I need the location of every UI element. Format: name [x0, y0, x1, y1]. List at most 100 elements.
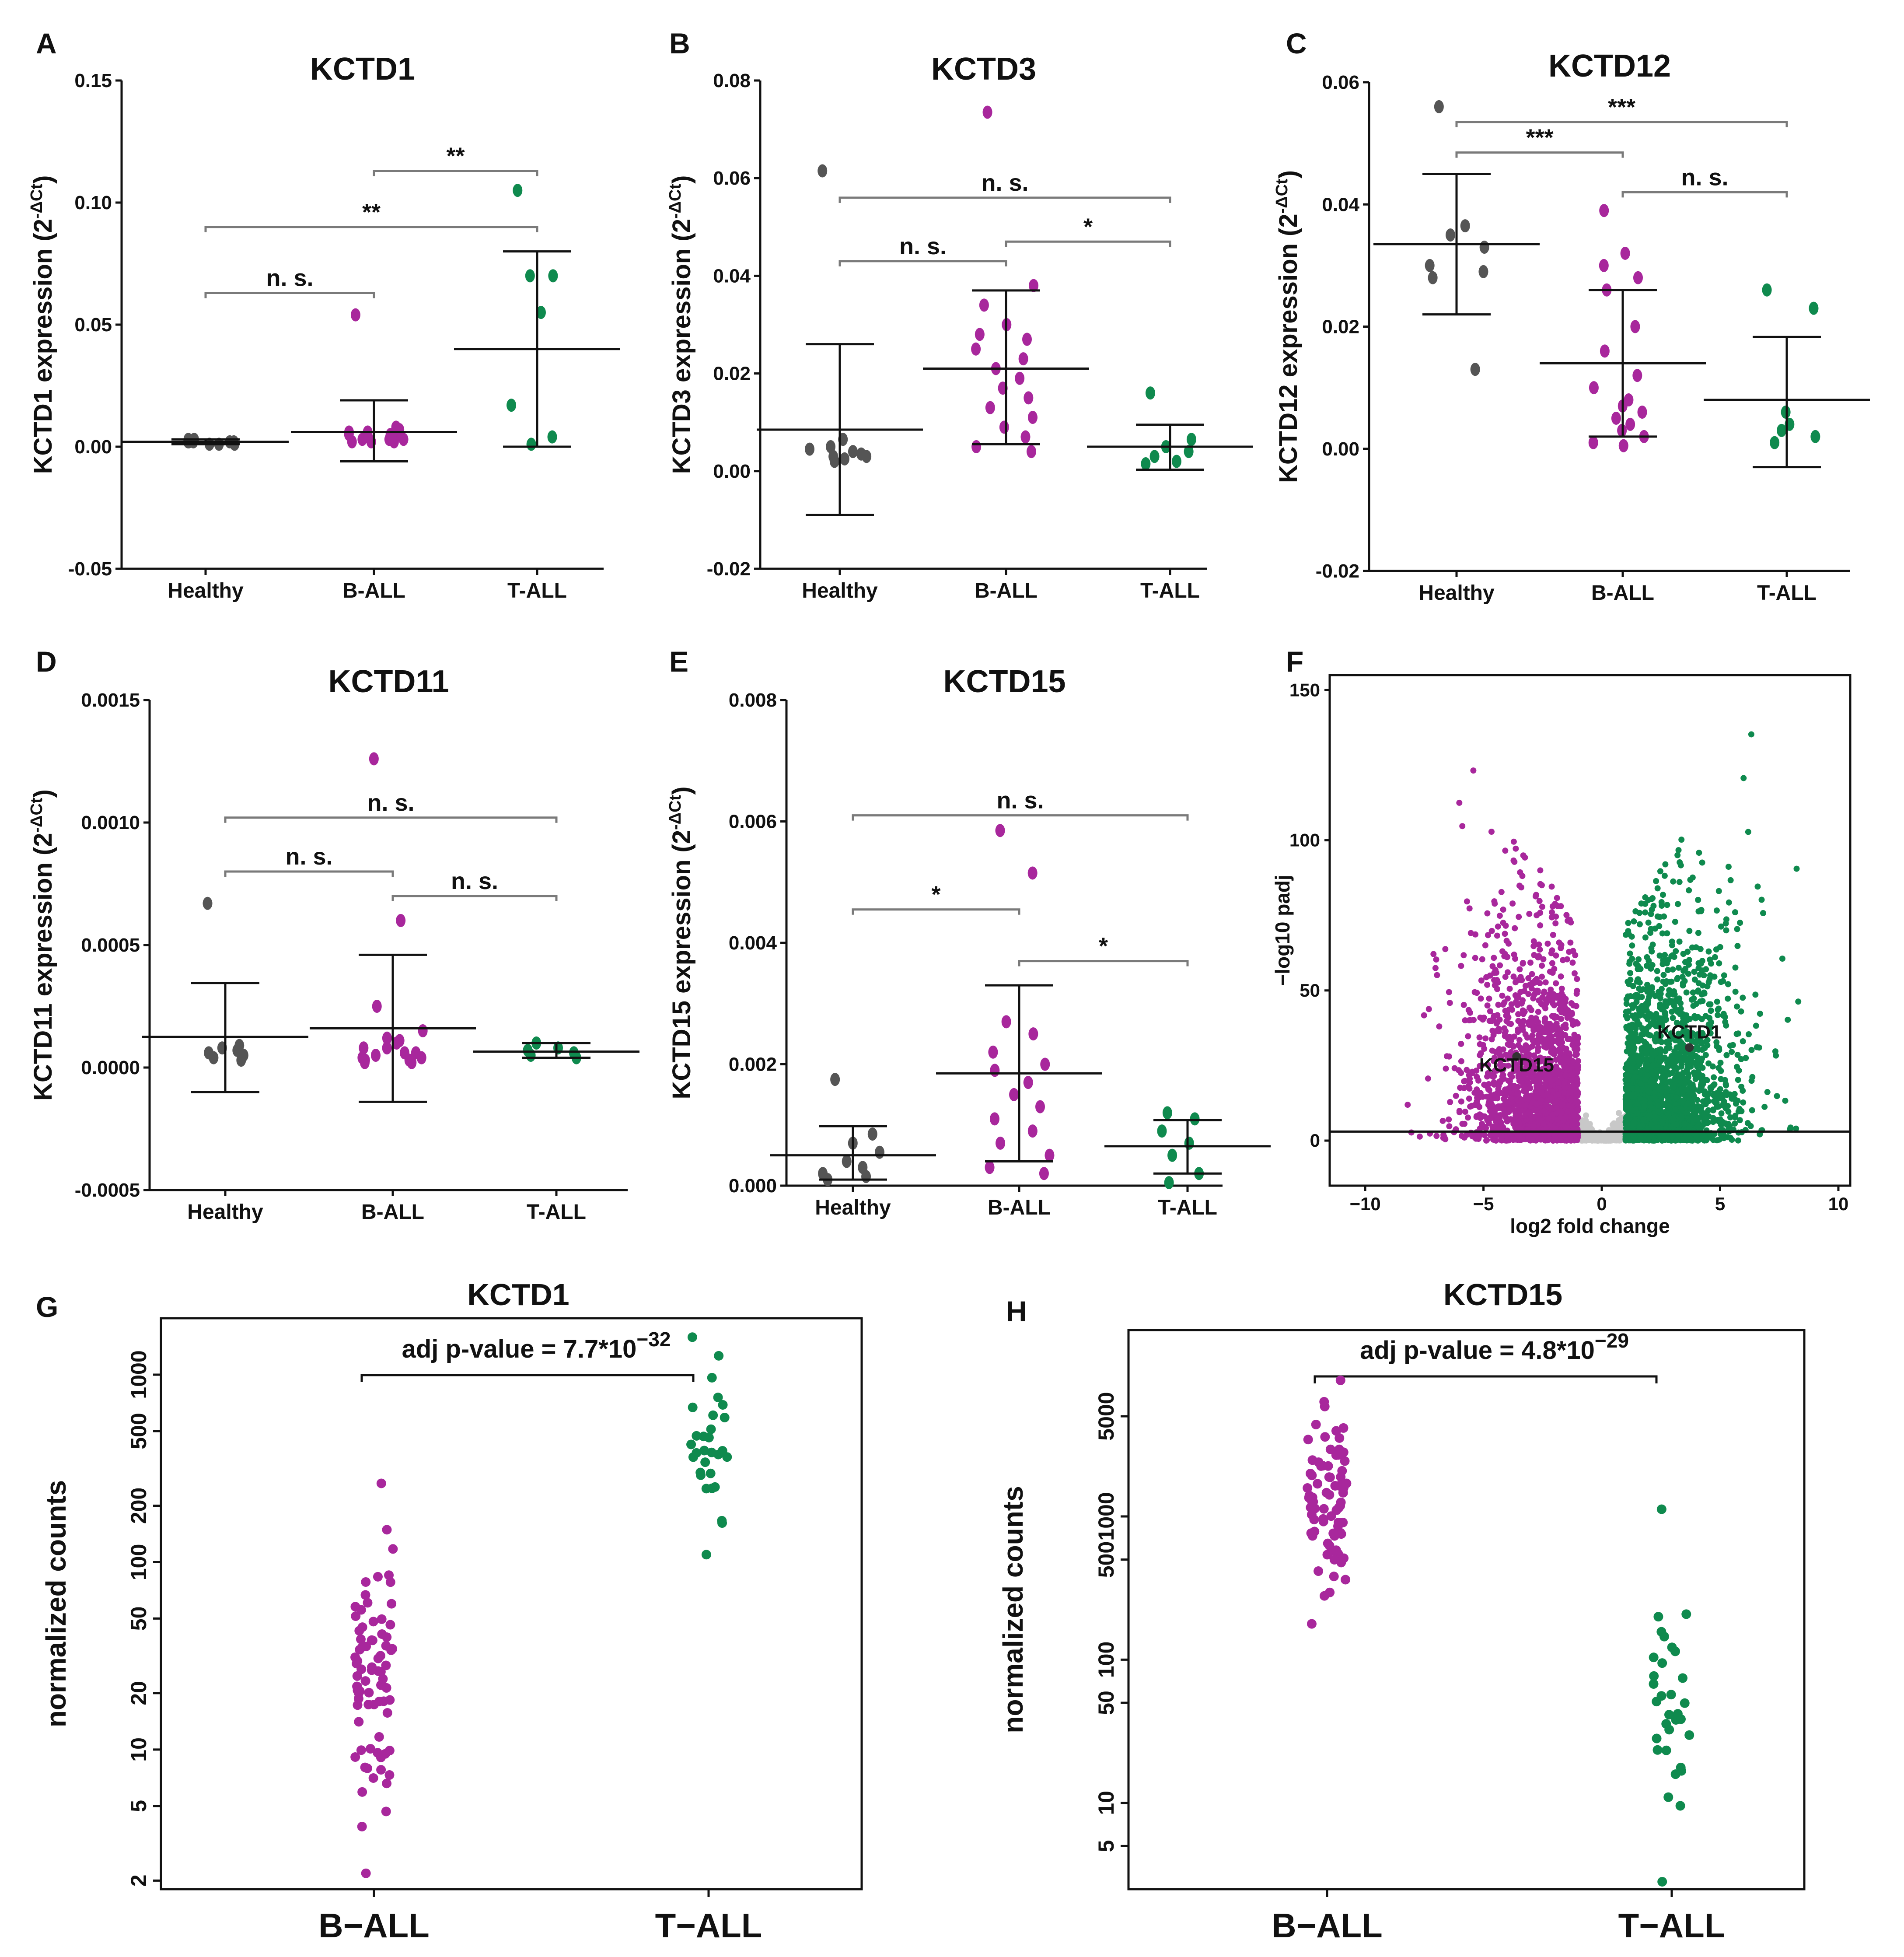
- downregulated-gene: [1530, 943, 1537, 949]
- downregulated-gene: [1510, 838, 1517, 845]
- downregulated-gene: [1491, 1079, 1497, 1085]
- downregulated-gene: [1516, 1103, 1523, 1109]
- plot-background: [1330, 675, 1850, 1186]
- downregulated-gene: [1526, 1096, 1532, 1103]
- upregulated-gene: [1657, 868, 1663, 875]
- data-point: [1630, 320, 1640, 333]
- downregulated-gene: [1468, 1103, 1475, 1109]
- nonsignificant-gene: [1587, 1135, 1593, 1141]
- downregulated-gene: [1512, 979, 1519, 986]
- x-tick-label: Healthy: [1418, 581, 1495, 605]
- downregulated-gene: [1470, 767, 1477, 774]
- upregulated-gene: [1779, 956, 1785, 962]
- downregulated-gene: [1489, 1047, 1495, 1054]
- data-point: [382, 1041, 392, 1055]
- upregulated-gene: [1665, 992, 1672, 998]
- data-point: [1810, 430, 1820, 443]
- upregulated-gene: [1774, 1093, 1780, 1099]
- upregulated-gene: [1729, 1049, 1735, 1055]
- upregulated-gene: [1636, 921, 1643, 928]
- downregulated-gene: [1466, 1096, 1472, 1102]
- upregulated-gene: [1729, 1096, 1735, 1102]
- x-tick-label: T-ALL: [1757, 581, 1817, 605]
- upregulated-gene: [1753, 1022, 1759, 1029]
- upregulated-gene: [1710, 1137, 1716, 1143]
- downregulated-gene: [1446, 1123, 1453, 1130]
- downregulated-gene: [1574, 987, 1580, 994]
- data-point: [507, 399, 517, 412]
- upregulated-gene: [1675, 847, 1682, 854]
- upregulated-gene: [1718, 923, 1724, 930]
- downregulated-gene: [1569, 1077, 1576, 1083]
- upregulated-gene: [1631, 918, 1637, 925]
- data-point: [1588, 436, 1598, 449]
- upregulated-gene: [1735, 1077, 1741, 1083]
- downregulated-gene: [1509, 900, 1516, 907]
- upregulated-gene: [1701, 1114, 1708, 1120]
- data-point: [1611, 411, 1621, 425]
- downregulated-gene: [1502, 973, 1509, 980]
- downregulated-gene: [1459, 1120, 1466, 1127]
- y-tick-label: -0.0005: [75, 1180, 140, 1201]
- upregulated-gene: [1723, 1092, 1730, 1098]
- downregulated-gene: [1554, 1068, 1561, 1075]
- x-tick-label: B-ALL: [1591, 581, 1654, 605]
- downregulated-gene: [1481, 1132, 1488, 1138]
- downregulated-gene: [1478, 977, 1485, 984]
- data-point: [1445, 228, 1455, 242]
- downregulated-gene: [1536, 898, 1543, 904]
- data-point: [971, 342, 981, 356]
- downregulated-gene: [1425, 1006, 1432, 1012]
- downregulated-gene: [1554, 903, 1561, 909]
- downregulated-gene: [1567, 939, 1574, 946]
- downregulated-gene: [1497, 1057, 1503, 1064]
- downregulated-gene: [1486, 1018, 1493, 1024]
- downregulated-gene: [1548, 986, 1554, 993]
- upregulated-gene: [1670, 966, 1676, 973]
- downregulated-gene: [1465, 1033, 1471, 1040]
- downregulated-gene: [1500, 1071, 1506, 1078]
- downregulated-gene: [1563, 912, 1570, 918]
- downregulated-gene: [1477, 1052, 1483, 1058]
- data-point: [526, 438, 536, 451]
- downregulated-gene: [1515, 1018, 1522, 1024]
- upregulated-gene: [1629, 942, 1635, 949]
- upregulated-gene: [1624, 1015, 1631, 1022]
- downregulated-gene: [1510, 857, 1517, 864]
- downregulated-gene: [1502, 931, 1508, 937]
- downregulated-gene: [1537, 1097, 1544, 1103]
- downregulated-gene: [1482, 1035, 1489, 1042]
- downregulated-gene: [1558, 973, 1564, 980]
- y-tick-label: -0.02: [707, 558, 751, 580]
- downregulated-gene: [1493, 970, 1500, 976]
- x-tick-label: Healthy: [815, 1196, 891, 1219]
- upregulated-gene: [1635, 956, 1642, 963]
- upregulated-gene: [1670, 1000, 1677, 1007]
- downregulated-gene: [1527, 1085, 1534, 1091]
- upregulated-gene: [1676, 879, 1683, 885]
- downregulated-gene: [1509, 1006, 1515, 1013]
- upregulated-gene: [1674, 975, 1681, 981]
- data-point: [971, 440, 982, 453]
- downregulated-gene: [1458, 1058, 1464, 1064]
- data-point: [1162, 1106, 1172, 1120]
- y-axis-label-main: KCTD1 expression (2: [29, 219, 57, 474]
- data-point: [999, 420, 1009, 434]
- downregulated-gene: [1517, 974, 1524, 980]
- y-tick-label: 0.04: [1322, 194, 1359, 215]
- upregulated-gene: [1626, 960, 1633, 967]
- downregulated-gene: [1469, 1070, 1475, 1077]
- chart-title: KCTD1: [310, 52, 415, 87]
- data-point: [1600, 344, 1610, 358]
- upregulated-gene: [1649, 984, 1655, 991]
- x-tick-label: Healthy: [187, 1201, 263, 1224]
- data-point: [1770, 436, 1780, 449]
- downregulated-gene: [1526, 1080, 1533, 1087]
- downregulated-gene: [1539, 903, 1545, 910]
- downregulated-gene: [1484, 1002, 1491, 1009]
- downregulated-gene: [1486, 1087, 1492, 1093]
- upregulated-gene: [1736, 1106, 1743, 1112]
- data-point: [1027, 1124, 1038, 1138]
